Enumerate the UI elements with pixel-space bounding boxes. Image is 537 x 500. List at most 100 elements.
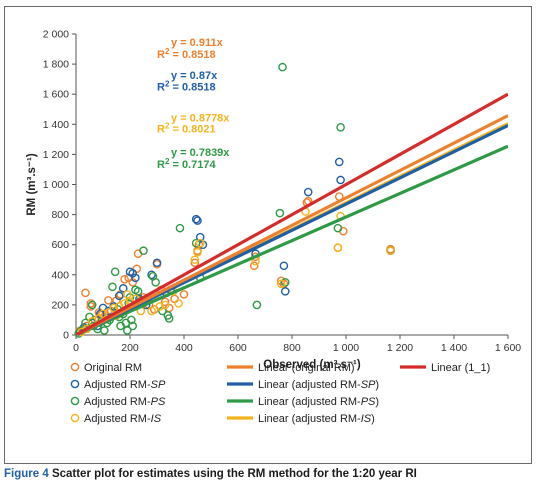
x-tick-label: 600 xyxy=(229,342,247,354)
data-point-ps xyxy=(110,267,120,277)
x-tick-label: 400 xyxy=(175,342,193,354)
data-point-ps xyxy=(139,246,148,256)
data-point-original xyxy=(170,294,179,304)
y-tick-label: 2 000 xyxy=(43,29,69,41)
data-point-original xyxy=(128,278,137,287)
data-point-original xyxy=(160,297,170,307)
figure-caption: Figure 4 Scatter plot for estimates usin… xyxy=(4,468,532,480)
data-point-sp xyxy=(279,261,289,271)
data-point-ps xyxy=(127,315,136,325)
x-axis-label: Observed (m³.s⁻¹) xyxy=(263,359,361,371)
data-point-ps xyxy=(108,282,117,292)
y-tick-label: 1 000 xyxy=(43,179,69,191)
trendline-original xyxy=(76,114,508,335)
x-tick-label: 200 xyxy=(121,342,139,354)
trendline-line_1_1 xyxy=(76,92,508,335)
r2-label: R2 = 0.8021 xyxy=(157,122,216,136)
x-tick-label: 1 000 xyxy=(333,342,359,354)
data-point-sp xyxy=(195,232,205,242)
data-point-sp xyxy=(118,284,128,293)
x-tick-label: 1 600 xyxy=(495,342,521,354)
data-point-ps xyxy=(85,312,94,322)
data-point-original xyxy=(104,296,113,305)
data-point-is xyxy=(109,303,119,313)
data-point-ps xyxy=(275,208,285,218)
y-tick-label: 800 xyxy=(51,209,69,221)
data-point-ps xyxy=(280,278,290,287)
data-point-is xyxy=(155,302,164,311)
data-point-original xyxy=(190,258,200,268)
data-point-ps xyxy=(252,300,262,310)
data-point-ps xyxy=(123,326,132,335)
data-point-is xyxy=(98,309,108,319)
y-tick-label: 200 xyxy=(51,299,69,311)
equation-label: y = 0.87x xyxy=(171,70,218,82)
data-point-sp xyxy=(334,157,344,167)
equation-label: y = 0.7839x xyxy=(171,147,230,159)
data-point-ps xyxy=(191,238,201,248)
legend-marker-sp xyxy=(70,379,80,389)
trend-lines xyxy=(76,92,508,335)
y-tick-label: 1 400 xyxy=(43,119,69,131)
x-tick-label: 1 200 xyxy=(387,342,413,354)
data-point-sp xyxy=(128,268,137,278)
data-point-original xyxy=(249,261,259,271)
legend-label-is: Adjusted RM-IS xyxy=(84,413,162,425)
legend-marker-original xyxy=(70,362,80,372)
data-point-original xyxy=(86,299,96,308)
x-tick-label: 800 xyxy=(283,342,301,354)
y-tick-label: 1 800 xyxy=(43,59,69,71)
legend-label-original: Original RM xyxy=(84,362,142,374)
y-tick-label: 0 xyxy=(63,330,69,342)
data-point-ps xyxy=(164,314,174,323)
data-point-sp xyxy=(114,291,124,301)
data-point-ps xyxy=(278,62,287,72)
data-point-original xyxy=(179,290,189,299)
legend-marker-is xyxy=(70,413,80,423)
data-point-ps xyxy=(87,300,97,310)
caption-text: Scatter plot for estimates using the RM … xyxy=(51,468,417,480)
legend-line-label-1-1: Linear (1_1) xyxy=(431,362,490,374)
data-point-sp xyxy=(336,175,345,185)
y-tick-label: 1 600 xyxy=(43,89,69,101)
data-point-ps xyxy=(336,123,345,132)
x-tick-label: 1 400 xyxy=(441,342,467,354)
data-point-sp xyxy=(280,287,290,296)
legend-label-sp: Adjusted RM-SP xyxy=(84,379,166,391)
legend-marker-ps xyxy=(70,396,80,406)
data-point-is xyxy=(123,290,132,299)
data-point-original xyxy=(120,275,129,284)
r2-label: R2 = 0.8518 xyxy=(157,47,216,61)
data-point-is xyxy=(276,279,286,289)
scatter-plot: 0 200 400 600 800 1 000 1 200 1 400 1 600 0 200 400… xyxy=(26,29,521,426)
data-point-is xyxy=(174,299,183,308)
equation-label: y = 0.8778x xyxy=(171,112,230,124)
legend-line-label-is: Linear (adjusted RM-IS) xyxy=(258,413,375,425)
trendline-ps xyxy=(76,144,508,335)
y-tick-label: 400 xyxy=(51,269,69,281)
data-point-ps xyxy=(151,278,160,287)
y-axis-label: RM (m³.s⁻¹) xyxy=(26,153,38,215)
data-point-sp xyxy=(303,187,313,197)
data-point-sp xyxy=(152,258,162,268)
data-point-original xyxy=(86,302,96,311)
data-point-sp xyxy=(193,216,202,225)
y-tick-label: 1 200 xyxy=(43,149,69,161)
legend-line-label-original: Linear (original RM) xyxy=(258,362,355,374)
r2-label: R2 = 0.8518 xyxy=(157,79,216,93)
chart-frame: 0 200 400 600 800 1 000 1 200 1 400 1 600 0 200 400… xyxy=(4,6,532,464)
data-point-is xyxy=(147,306,156,316)
data-point-ps xyxy=(175,223,185,233)
y-tick-label: 600 xyxy=(51,239,69,251)
figure-label: Figure 4 xyxy=(4,468,49,480)
r2-label: R2 = 0.7174 xyxy=(157,157,216,171)
data-point-ps xyxy=(333,223,343,233)
data-point-is xyxy=(193,247,202,257)
data-point-is xyxy=(386,246,395,256)
legend-line-label-ps: Linear (adjusted RM-PS) xyxy=(258,396,379,408)
equation-label: y = 0.911x xyxy=(171,37,224,49)
data-point-ps xyxy=(100,326,109,335)
data-point-is xyxy=(333,243,343,253)
legend-line-label-sp: Linear (adjusted RM-SP) xyxy=(258,379,379,391)
data-point-is xyxy=(195,238,205,248)
